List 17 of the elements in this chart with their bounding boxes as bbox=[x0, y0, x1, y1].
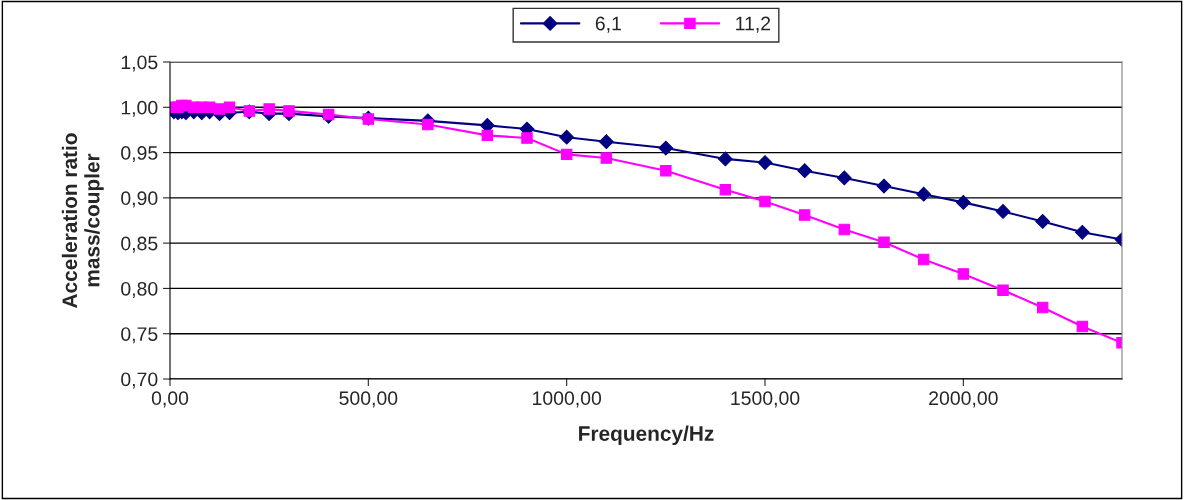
y-tick-label: 0,95 bbox=[121, 146, 158, 163]
x-tick-label: 2000,00 bbox=[929, 391, 998, 408]
x-tick-label: 1000,00 bbox=[533, 391, 602, 408]
x-tick-label: 0,00 bbox=[151, 391, 189, 408]
y-axis-title: Acceleration ratio mass/coupler bbox=[61, 133, 104, 308]
legend-label: 11,2 bbox=[736, 16, 771, 33]
x-tick-label: 500,00 bbox=[339, 391, 398, 408]
y-tick-label: 0,90 bbox=[121, 191, 158, 208]
y-tick-label: 1,00 bbox=[121, 100, 158, 117]
y-tick-label: 1,05 bbox=[121, 55, 158, 72]
y-tick-label: 0,75 bbox=[121, 327, 158, 344]
legend-label: 6,1 bbox=[595, 16, 621, 33]
y-tick-label: 0,85 bbox=[121, 236, 158, 253]
y-tick-label: 0,70 bbox=[121, 372, 158, 389]
x-axis-title: Frequency/Hz bbox=[579, 425, 714, 446]
y-tick-label: 0,80 bbox=[121, 281, 158, 298]
x-tick-label: 1500,00 bbox=[731, 391, 800, 408]
